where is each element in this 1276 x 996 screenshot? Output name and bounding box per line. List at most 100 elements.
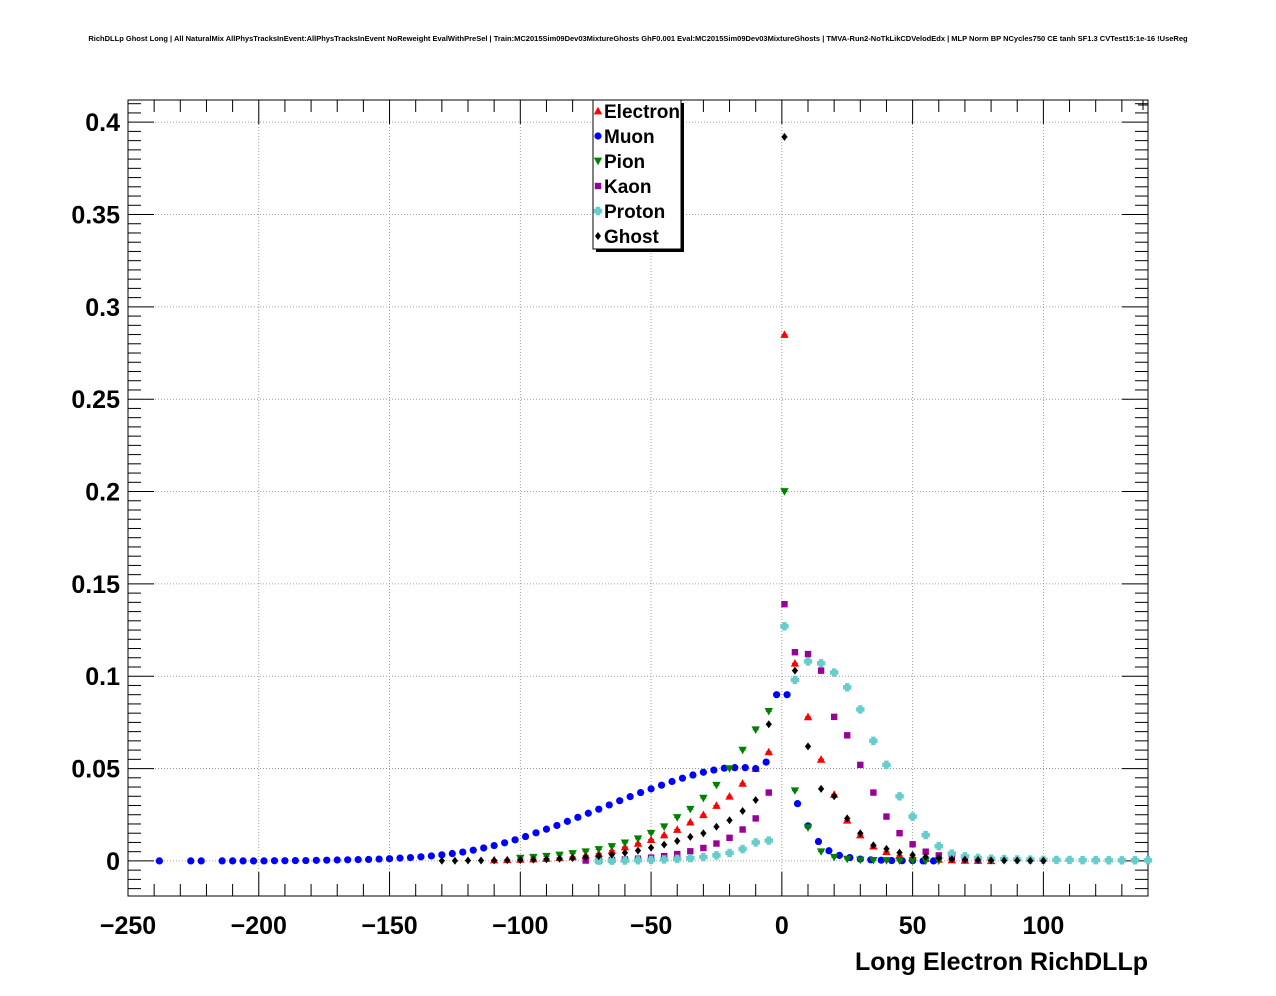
legend-marker-ghost	[595, 232, 601, 240]
data-point	[700, 829, 707, 838]
data-point	[608, 850, 615, 859]
data-point	[406, 853, 415, 862]
data-point	[646, 829, 656, 838]
data-point	[239, 857, 247, 865]
data-point	[553, 821, 561, 830]
data-point	[1130, 856, 1140, 865]
y-tick-label: 0.1	[85, 663, 120, 691]
data-point	[857, 761, 864, 769]
data-point	[752, 795, 759, 804]
data-point	[1052, 855, 1061, 865]
data-point	[882, 760, 891, 770]
data-point	[738, 779, 747, 787]
y-tick-label: 0.15	[71, 571, 120, 599]
data-point	[752, 764, 760, 773]
x-tick-label: −50	[630, 912, 672, 940]
x-tick-label: 0	[775, 912, 789, 940]
data-point	[648, 843, 655, 852]
data-point	[605, 801, 613, 809]
data-point	[726, 834, 733, 842]
data-point	[438, 856, 445, 865]
data-point	[312, 856, 320, 864]
data-point	[1078, 855, 1087, 865]
data-point	[646, 855, 656, 865]
data-point	[1001, 856, 1008, 865]
x-tick-label: −150	[361, 912, 417, 940]
data-point	[975, 855, 981, 864]
data-point	[365, 855, 373, 864]
legend-marker-proton	[593, 206, 603, 216]
data-point	[563, 817, 571, 825]
data-series	[155, 132, 1153, 866]
data-point	[895, 857, 904, 865]
data-point	[712, 781, 721, 790]
data-point	[831, 792, 838, 801]
data-point	[935, 854, 942, 863]
y-tick-label: 0	[106, 848, 120, 876]
data-point	[921, 830, 930, 840]
data-point	[829, 853, 839, 862]
chart-title: RichDLLp Ghost Long | All NaturalMix All…	[88, 34, 1188, 43]
data-point	[773, 691, 781, 699]
data-point	[725, 765, 734, 773]
legend: Electron Muon Pion Kaon Proton Ghost	[592, 99, 684, 252]
data-point	[699, 810, 708, 819]
data-point	[687, 848, 694, 855]
data-point	[896, 830, 903, 837]
data-point	[291, 856, 299, 865]
data-point	[689, 771, 697, 779]
data-point	[712, 851, 721, 860]
data-point	[323, 856, 331, 864]
legend-label-muon: Muon	[604, 127, 655, 148]
data-point	[857, 829, 864, 838]
data-point	[791, 666, 798, 675]
data-point	[635, 846, 641, 855]
legend-marker-electron	[593, 106, 603, 115]
data-point	[674, 850, 681, 858]
data-point	[581, 848, 590, 856]
data-point	[673, 825, 682, 833]
data-point	[661, 840, 668, 849]
data-point	[417, 853, 425, 861]
data-point	[816, 848, 826, 856]
data-point	[465, 856, 471, 865]
data-point	[270, 857, 279, 865]
data-point	[741, 764, 749, 772]
data-point	[790, 675, 800, 685]
data-point	[673, 854, 682, 864]
data-point	[803, 712, 813, 721]
data-point	[657, 781, 666, 789]
data-point	[521, 832, 530, 841]
data-point	[888, 856, 896, 865]
data-point	[908, 812, 917, 821]
y-tick-label: 0.35	[71, 202, 120, 230]
data-point	[816, 659, 826, 668]
data-point	[844, 732, 851, 739]
data-point	[584, 809, 592, 817]
data-point	[532, 829, 540, 837]
data-point	[739, 826, 746, 833]
series-pion	[516, 488, 943, 866]
data-point	[803, 657, 813, 666]
data-point	[869, 736, 878, 746]
legend-label-ghost: Ghost	[604, 227, 660, 248]
legend-marker-pion	[593, 157, 603, 166]
data-point	[155, 857, 163, 865]
data-point	[1014, 856, 1021, 865]
series-electron	[489, 330, 996, 865]
data-point	[780, 622, 789, 631]
legend-marker-kaon	[594, 182, 602, 190]
y-tick-label: 0.25	[71, 386, 120, 414]
data-point	[882, 857, 891, 865]
data-point	[870, 841, 877, 850]
legend-box	[592, 99, 682, 250]
data-point	[385, 855, 394, 863]
data-point	[961, 855, 968, 864]
y-tick-label: 0.3	[85, 294, 120, 322]
data-point	[870, 789, 877, 796]
data-point	[491, 856, 498, 865]
data-point	[607, 843, 617, 851]
data-point	[909, 850, 916, 859]
data-point	[805, 742, 811, 751]
